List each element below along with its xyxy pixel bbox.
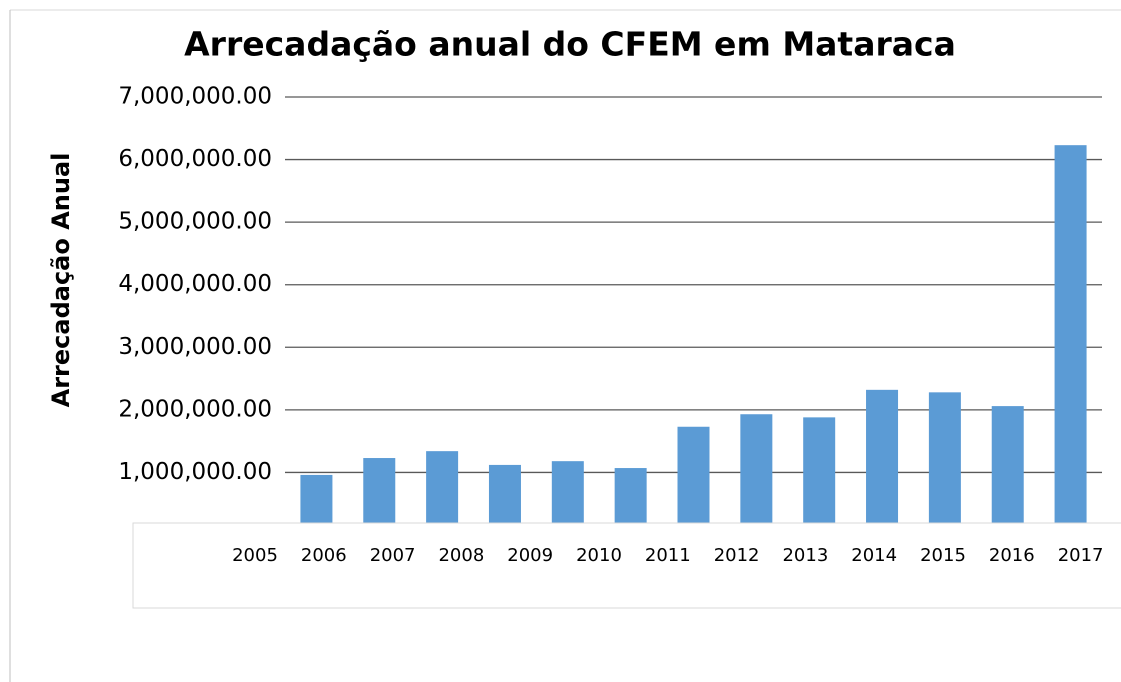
x-tick-label: 2015: [920, 545, 966, 566]
x-tick-label: 2017: [1058, 545, 1104, 566]
y-tick-label: 3,000,000.00: [118, 334, 272, 360]
bar: [426, 451, 459, 535]
y-tick-label: 7,000,000.00: [118, 84, 272, 110]
x-tick-label: 2013: [782, 545, 828, 566]
bar: [740, 414, 773, 535]
y-tick-label: 5,000,000.00: [118, 209, 272, 235]
bar: [803, 417, 836, 535]
y-tick-label: 1,000,000.00: [118, 459, 272, 485]
bar: [363, 458, 396, 535]
x-tick-label: 2009: [507, 545, 553, 566]
bar: [1054, 145, 1087, 535]
y-tick-label: 4,000,000.00: [118, 271, 272, 297]
x-tick-label: 2011: [645, 545, 691, 566]
x-tick-label: 2010: [576, 545, 622, 566]
bar: [928, 392, 961, 535]
y-axis-label: Arrecadação Anual: [47, 153, 75, 408]
bar: [677, 426, 710, 535]
x-tick-label: 2016: [989, 545, 1035, 566]
bar: [991, 406, 1024, 535]
x-tick-label: 2007: [370, 545, 416, 566]
x-tick-label: 2012: [714, 545, 760, 566]
y-tick-label: 2,000,000.00: [118, 396, 272, 422]
y-tick-label: 6,000,000.00: [118, 146, 272, 172]
bar: [866, 389, 899, 535]
axis-label-panel: [132, 522, 1121, 609]
chart-title: Arrecadação anual do CFEM em Mataraca: [184, 25, 956, 64]
x-tick-label: 2014: [851, 545, 897, 566]
x-tick-label: 2008: [438, 545, 484, 566]
x-tick-label: 2005: [232, 545, 278, 566]
x-tick-label: 2006: [301, 545, 347, 566]
